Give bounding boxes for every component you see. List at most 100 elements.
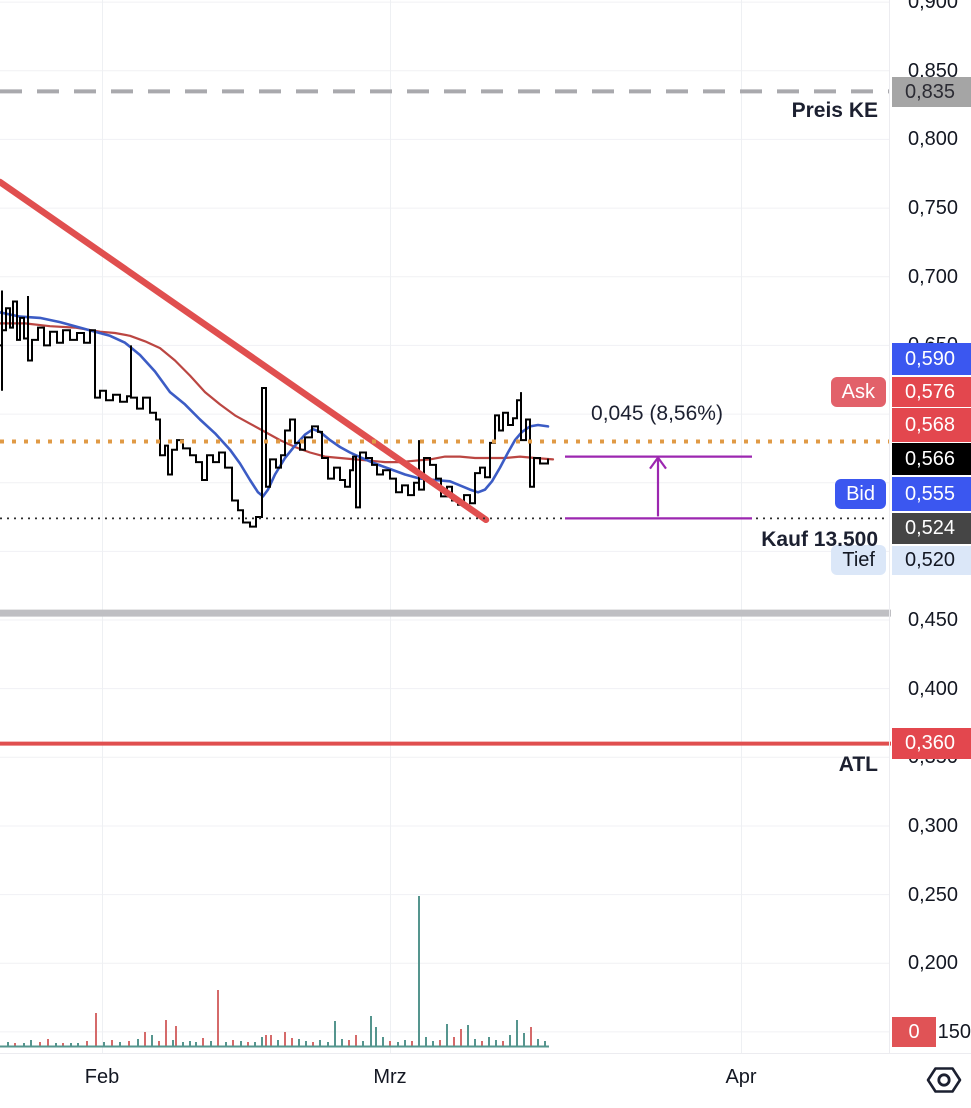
volume-bar xyxy=(277,1040,279,1046)
volume-bar xyxy=(348,1040,350,1046)
price-axis-separator xyxy=(889,0,890,1053)
volume-bar xyxy=(446,1024,448,1046)
volume-bar xyxy=(86,1041,88,1046)
month-label-apr: Apr xyxy=(725,1066,757,1088)
volume-bar xyxy=(530,1027,532,1046)
volume-bar xyxy=(397,1042,399,1046)
volume-bar xyxy=(370,1016,372,1046)
measure-label[interactable]: 0,045 (8,56%) xyxy=(591,402,723,425)
price-tick: 0,750 xyxy=(908,197,959,219)
price-label-badge-0,568: 0,568 xyxy=(892,408,971,442)
volume-bar xyxy=(261,1037,263,1046)
preis-ke-text-label[interactable]: Preis KE xyxy=(791,99,878,122)
volume-bar xyxy=(411,1041,413,1046)
month-label-feb: Feb xyxy=(84,1066,120,1088)
trendline[interactable] xyxy=(0,178,490,524)
volume-bar xyxy=(47,1039,49,1046)
volume-bar xyxy=(495,1040,497,1046)
price-tick: 0,400 xyxy=(908,678,959,700)
volume-bar xyxy=(467,1025,469,1046)
volume-bar xyxy=(488,1037,490,1046)
kauf-text-label[interactable]: Kauf 13.500 xyxy=(761,528,878,551)
volume-bar xyxy=(284,1032,286,1046)
price-tick: 0,700 xyxy=(908,266,959,288)
volume-bar xyxy=(305,1041,307,1046)
volume-bar xyxy=(537,1039,539,1046)
volume-bar xyxy=(544,1041,546,1046)
volume-bar xyxy=(144,1032,146,1046)
price-label-badge-0,566: 0,566 xyxy=(892,443,971,475)
axis-settings-hexagon-eye-icon[interactable] xyxy=(924,1063,964,1097)
volume-bar xyxy=(39,1042,41,1046)
bid-tag-badge: Bid xyxy=(835,479,886,509)
volume-bar xyxy=(247,1042,249,1046)
volume-bar xyxy=(182,1042,184,1046)
volume-bar xyxy=(298,1039,300,1046)
volume-bar xyxy=(158,1041,160,1046)
price-tick: 0,300 xyxy=(908,815,959,837)
volume-bar xyxy=(355,1035,357,1046)
volume-bar xyxy=(502,1041,504,1046)
volume-bar xyxy=(195,1042,197,1046)
volume-bar xyxy=(265,1035,267,1046)
volume-bar xyxy=(341,1039,343,1046)
volume-bar xyxy=(175,1026,177,1046)
volume-bar xyxy=(319,1040,321,1046)
volume-bar xyxy=(172,1040,174,1046)
price-label-badge-0,520: 0,520 xyxy=(892,546,971,575)
volume-bar xyxy=(225,1042,227,1046)
volume-bar xyxy=(327,1042,329,1046)
volume-bar xyxy=(232,1040,234,1046)
volume-bar xyxy=(189,1041,191,1046)
volume-bar xyxy=(439,1040,441,1046)
volume-bar xyxy=(240,1041,242,1046)
volume-bar xyxy=(254,1042,256,1046)
volume-bar xyxy=(389,1041,391,1046)
price-label-badge-0,524: 0,524 xyxy=(892,513,971,544)
volume-bar xyxy=(137,1039,139,1046)
volume-bar xyxy=(382,1037,384,1046)
price-tick: 0,850 xyxy=(908,60,959,82)
volume-bar xyxy=(23,1043,25,1046)
price-label-badge-0,555: 0,555 xyxy=(892,477,971,511)
ma-blue-series-path[interactable] xyxy=(0,311,550,498)
volume-bar xyxy=(62,1043,64,1046)
ask-tag-badge: Ask xyxy=(830,377,886,407)
price-label-badge-0,360: 0,360 xyxy=(892,728,971,759)
volume-bar xyxy=(375,1027,377,1046)
volume-bar xyxy=(270,1035,272,1046)
volume-bar xyxy=(404,1040,406,1046)
atl-text-label[interactable]: ATL xyxy=(838,753,878,776)
price-label-badge-0,835: 0,835 xyxy=(892,77,971,107)
volume-bar xyxy=(165,1020,167,1046)
time-axis-separator xyxy=(0,1053,971,1054)
volume-bar xyxy=(523,1033,525,1046)
tief-tag-badge: Tief xyxy=(831,545,886,575)
volume-bar xyxy=(460,1029,462,1046)
volume-bar xyxy=(453,1037,455,1046)
volume-bar xyxy=(312,1042,314,1046)
volume-bar xyxy=(210,1041,212,1046)
volume-bar xyxy=(425,1037,427,1046)
volume-bar xyxy=(481,1041,483,1046)
price-tick: 0,900 xyxy=(908,0,959,13)
volume-bar xyxy=(432,1041,434,1046)
volume-bar xyxy=(7,1042,9,1046)
volume-bar xyxy=(291,1038,293,1046)
measure-drawing[interactable] xyxy=(565,455,752,520)
volume-bar xyxy=(77,1043,79,1046)
volume-bar xyxy=(70,1043,72,1046)
volume-bar xyxy=(334,1021,336,1046)
volume-bar xyxy=(30,1040,32,1046)
volume-bar xyxy=(14,1043,16,1046)
price-tick: 0,250 xyxy=(908,884,959,906)
price-tick: 0,200 xyxy=(908,952,959,974)
volume-bar xyxy=(362,1041,364,1046)
volume-bar xyxy=(418,896,420,1046)
price-tick: 0,450 xyxy=(908,609,959,631)
volume-bar xyxy=(119,1042,121,1046)
month-label-mrz: Mrz xyxy=(373,1066,407,1088)
volume-bar xyxy=(474,1039,476,1046)
